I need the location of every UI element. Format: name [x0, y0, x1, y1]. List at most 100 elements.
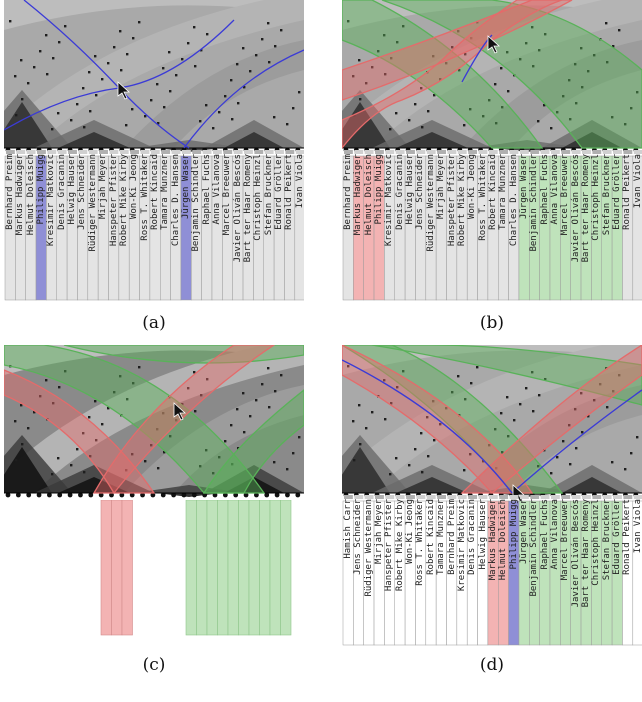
author-name[interactable]: Philipp Muigg — [374, 154, 385, 225]
author-name[interactable]: Jürgen Waser — [518, 499, 529, 565]
author-name[interactable]: Hanspeter Pfister — [108, 154, 119, 247]
author-name[interactable]: Denis Gracanin — [394, 154, 405, 230]
author-name[interactable]: Raphael Fuchs — [539, 499, 550, 570]
author-name[interactable]: Tamara Munzner — [436, 499, 447, 575]
author-name[interactable]: Charles D. Hansen — [508, 154, 519, 247]
column-indicator — [426, 495, 436, 499]
author-name[interactable]: Bernhard Preim — [5, 154, 15, 230]
author-name[interactable]: Kresimir Matkovic — [46, 154, 57, 247]
author-name[interactable]: Raphael Fuchs — [201, 154, 212, 225]
author-name[interactable]: Charles D. Hansen — [170, 154, 181, 247]
author-name[interactable]: Tamara Munzner — [498, 154, 509, 230]
author-name[interactable]: Jürgen Waser — [518, 154, 529, 220]
author-name[interactable]: Stefan Bruckner — [601, 154, 612, 236]
author-name[interactable]: Philipp Muigg — [36, 154, 47, 225]
matrix-cell — [495, 467, 498, 470]
author-name[interactable]: Benjamin Schindler — [529, 499, 540, 597]
author-name[interactable]: Jens Schneider — [77, 154, 88, 230]
author-name[interactable]: Bernhard Preim — [446, 499, 457, 575]
author-name[interactable]: Bart ter Haar Romeny — [243, 154, 254, 263]
author-name[interactable]: Denis Gracanin — [56, 154, 67, 230]
author-name[interactable]: Jens Schneider — [415, 154, 426, 230]
author-name[interactable]: Eduard Gröller — [612, 154, 623, 230]
author-name[interactable]: Ross T. Whitaker — [139, 154, 150, 241]
author-name[interactable]: Raphael Fuchs — [539, 154, 550, 225]
author-name[interactable]: Helwig Hauser — [477, 499, 488, 570]
highlight-arc — [461, 34, 493, 83]
author-name[interactable]: Mirjah Meyer — [436, 154, 447, 220]
author-name[interactable]: Robert Kincaid — [149, 154, 160, 230]
author-name[interactable]: Bernhard Preim — [343, 154, 353, 230]
author-name[interactable]: Eduard Gröller — [612, 499, 623, 575]
author-name[interactable]: Anna Vilanova — [550, 154, 560, 225]
author-name[interactable]: Ivan Viola — [632, 154, 642, 209]
author-name[interactable]: Rüdiger Westermann — [363, 499, 374, 597]
author-name[interactable]: Hanspeter Pfister — [446, 154, 457, 247]
author-name[interactable]: Javier Oliván Bescós — [232, 154, 243, 263]
column-indicator — [406, 495, 415, 499]
author-name[interactable]: Stefan Bruckner — [263, 154, 274, 236]
author-name[interactable]: Ivan Viola — [294, 154, 304, 209]
author-name[interactable]: Hamish Carr — [343, 499, 353, 559]
author-name[interactable]: Ronald Peikert — [622, 154, 633, 230]
author-name[interactable]: Ross T. Whitaker — [415, 499, 426, 586]
matrix-arc — [124, 40, 304, 148]
author-name[interactable]: Anna Vilanova — [212, 154, 222, 225]
author-name[interactable]: Helwig Hauser — [405, 154, 416, 225]
author-name[interactable]: Ross T. Whitaker — [477, 154, 488, 241]
author-name[interactable]: Rüdiger Westermann — [425, 154, 436, 252]
author-name[interactable]: Kresimir Matkovic — [384, 154, 395, 247]
author-name[interactable]: Mirjah Meyer — [98, 154, 109, 220]
author-name[interactable]: Ivan Viola — [632, 499, 642, 554]
author-name[interactable]: Robert Kincaid — [425, 499, 436, 575]
matrix-cell — [286, 468, 289, 471]
author-name[interactable]: Javier Oliván Bescós — [570, 499, 581, 608]
caption-c: (c) — [142, 655, 166, 675]
author-name[interactable]: Benjamin Schindler — [529, 154, 540, 252]
author-name[interactable]: Denis Gracanin — [467, 499, 478, 575]
author-name[interactable]: Helwig Hauser — [67, 154, 78, 225]
author-name[interactable]: Jens Schneider — [353, 499, 364, 575]
author-name[interactable]: Bart ter Haar Romeny — [581, 154, 592, 263]
author-name[interactable]: Eduard Gröller — [274, 154, 285, 230]
author-name[interactable]: Markus Hadwiger — [487, 499, 498, 581]
author-name[interactable]: Tamara Munzner — [160, 154, 171, 230]
column-indicator — [582, 495, 591, 499]
author-name[interactable]: Markus Hadwiger — [15, 154, 26, 236]
author-name[interactable]: Kresimir Matkovic — [456, 499, 467, 592]
author-name[interactable]: Helmut Doleisch — [25, 154, 36, 236]
author-name[interactable]: Helmut Doleisch — [363, 154, 374, 236]
author-name[interactable]: Mirjah Meyer — [374, 499, 385, 565]
author-name[interactable]: Markus Hadwiger — [353, 154, 364, 236]
author-name[interactable]: Won-Ki Jeong — [467, 154, 478, 220]
author-name[interactable]: Robert Mike Kirby — [456, 154, 467, 247]
author-name[interactable]: Robert Mike Kirby — [118, 154, 129, 247]
matrix-cell — [463, 124, 466, 127]
author-name[interactable]: Marcel Breeuwer — [222, 154, 233, 236]
author-name[interactable]: Marcel Breeuwer — [560, 154, 571, 236]
author-name[interactable]: Rüdiger Westermann — [87, 154, 98, 252]
author-name[interactable]: Robert Mike Kirby — [394, 499, 405, 592]
author-name[interactable]: Bart ter Haar Romeny — [581, 499, 592, 608]
author-name[interactable]: Won-Ki Jeong — [405, 499, 416, 565]
author-name[interactable]: Ronald Peikert — [622, 499, 633, 575]
author-name[interactable]: Anna Vilanova — [550, 499, 560, 570]
column-indicator — [78, 150, 88, 154]
matrix-cell — [268, 406, 271, 409]
matrix-cell — [237, 102, 240, 105]
author-name[interactable]: Helmut Doleisch — [498, 499, 509, 581]
author-name[interactable]: Philipp Muigg — [508, 499, 519, 570]
author-name[interactable]: Won-Ki Jeong — [129, 154, 140, 220]
author-name[interactable]: Christoph Heinzl — [591, 499, 602, 586]
author-name[interactable]: Christoph Heinzl — [253, 154, 264, 241]
matrix-cell — [156, 428, 159, 431]
author-name[interactable]: Christoph Heinzl — [591, 154, 602, 241]
author-name[interactable]: Benjamin Schindler — [191, 154, 202, 252]
author-name[interactable]: Ronald Peikert — [284, 154, 295, 230]
author-name[interactable]: Marcel Breeuwer — [560, 499, 571, 581]
author-name[interactable]: Javier Oliván Bescós — [570, 154, 581, 263]
author-name[interactable]: Robert Kincaid — [487, 154, 498, 230]
author-name[interactable]: Hanspeter Pfister — [384, 499, 395, 592]
author-name[interactable]: Stefan Bruckner — [601, 499, 612, 581]
author-name[interactable]: Jürgen Waser — [180, 154, 191, 220]
